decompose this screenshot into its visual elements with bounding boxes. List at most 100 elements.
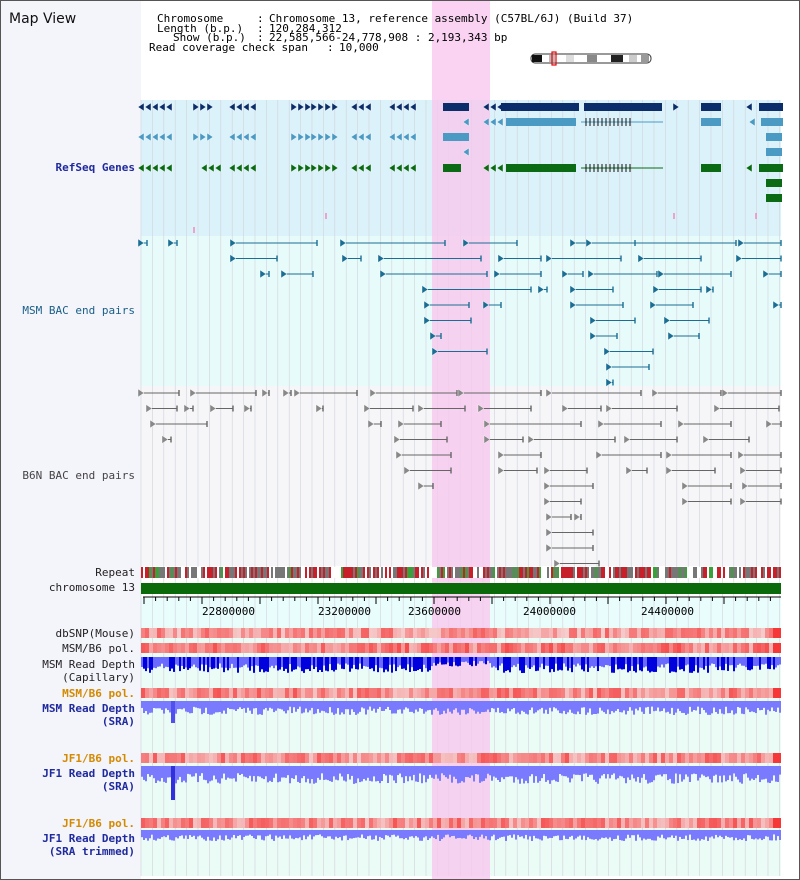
track-label-msm-depth-capillary[interactable]: MSM Read Depth	[42, 658, 135, 671]
track-label-b6n-bac[interactable]: B6N BAC end pairs	[22, 469, 135, 482]
depth-bar	[407, 701, 409, 709]
track-label-msm-depth-sra[interactable]: MSM Read Depth	[42, 702, 135, 715]
heat-cell	[545, 643, 549, 653]
depth-bar	[589, 766, 591, 775]
depth-bar	[389, 701, 391, 710]
depth-bar	[663, 657, 665, 668]
bac-end-arrow	[282, 388, 290, 398]
depth-bar	[669, 830, 671, 838]
heat-cell	[177, 628, 181, 638]
repeat-segment	[453, 567, 455, 578]
heat-cell	[637, 818, 641, 828]
depth-bar	[151, 766, 153, 776]
bac-end-arrow	[397, 419, 405, 429]
repeat-segment	[345, 567, 347, 578]
heat-cell	[225, 818, 229, 828]
heat-cell	[357, 628, 361, 638]
heat-cell	[257, 628, 261, 638]
depth-bar	[345, 830, 347, 836]
heat-cell	[297, 628, 301, 638]
depth-bar	[365, 830, 367, 839]
depth-bar	[289, 657, 291, 665]
depth-bar	[379, 830, 381, 837]
track-label-msm-b6-pol[interactable]: MSM/B6 pol.	[62, 642, 135, 655]
depth-bar	[259, 766, 261, 777]
depth-bar	[417, 766, 419, 782]
track-label-dbsnp[interactable]: dbSNP(Mouse)	[55, 627, 135, 640]
heat-cell	[233, 818, 237, 828]
depth-bar	[767, 830, 769, 837]
heat-cell	[549, 753, 553, 763]
bac-end-arrow	[545, 254, 553, 263]
heat-cell	[473, 818, 477, 828]
depth-bar	[547, 701, 549, 714]
track-label-jf1-b6-pol[interactable]: JF1/B6 pol.	[62, 752, 135, 765]
depth-bar	[603, 657, 605, 668]
depth-bar	[695, 701, 697, 711]
repeat-segment	[747, 567, 749, 578]
depth-bar	[493, 830, 495, 835]
gene-arrow	[745, 163, 753, 173]
heat-cell	[605, 688, 609, 698]
heat-cell	[417, 688, 421, 698]
heat-cell	[613, 818, 617, 828]
depth-bar	[639, 701, 641, 708]
heat-cell	[269, 818, 273, 828]
depth-bar	[757, 701, 759, 708]
heat-cell	[721, 818, 725, 828]
heat-cell	[389, 688, 393, 698]
depth-bar	[307, 701, 309, 713]
depth-bar	[535, 766, 537, 777]
depth-bar	[701, 701, 703, 708]
depth-bar	[221, 701, 223, 714]
bac-end-arrow	[665, 450, 673, 460]
heat-cell	[649, 753, 653, 763]
heat-cell	[601, 818, 605, 828]
heat-cell	[249, 643, 253, 653]
depth-bar	[713, 830, 715, 839]
track-label-jf1-b6-pol-trim[interactable]: JF1/B6 pol.	[62, 817, 135, 830]
track-label-msm-bac[interactable]: MSM BAC end pairs	[22, 304, 135, 317]
depth-bar	[773, 657, 775, 670]
depth-bar	[767, 657, 769, 669]
depth-bar	[313, 657, 315, 670]
heat-cell	[593, 628, 597, 638]
heat-cell	[677, 818, 681, 828]
heat-cell	[761, 688, 765, 698]
track-label-repeat[interactable]: Repeat	[95, 566, 135, 579]
depth-bar	[715, 657, 717, 668]
heat-cell	[237, 628, 241, 638]
depth-bar	[643, 766, 645, 775]
depth-bar	[759, 657, 761, 670]
depth-bar	[607, 657, 609, 666]
track-label-jf1-depth-sra[interactable]: JF1 Read Depth	[42, 767, 135, 780]
depth-bar	[171, 830, 173, 841]
depth-bar	[723, 701, 725, 715]
depth-bar	[537, 830, 539, 839]
depth-bar	[613, 766, 615, 774]
depth-bar	[337, 766, 339, 781]
depth-bar	[673, 657, 675, 672]
heat-cell	[745, 628, 749, 638]
depth-bar	[757, 766, 759, 775]
depth-bar	[555, 657, 557, 664]
repeat-segment	[579, 567, 581, 578]
heat-cell	[557, 818, 561, 828]
gene-arrow	[402, 132, 410, 142]
depth-bar	[687, 830, 689, 841]
depth-bar	[327, 701, 329, 714]
heat-cell	[565, 688, 569, 698]
depth-bar	[631, 657, 633, 667]
repeat-segment	[425, 567, 427, 578]
track-label-refseq[interactable]: RefSeq Genes	[55, 161, 135, 174]
track-label-jf1-depth-trim[interactable]: JF1 Read Depth	[42, 832, 135, 845]
repeat-segment	[227, 567, 229, 578]
heat-cell	[661, 628, 665, 638]
depth-bar	[705, 830, 707, 837]
depth-bar	[249, 766, 251, 776]
track-label-msm-b6-pol-sra[interactable]: MSM/B6 pol.	[62, 687, 135, 700]
heat-cell	[553, 643, 557, 653]
depth-bar	[263, 701, 265, 710]
depth-bar	[709, 701, 711, 715]
